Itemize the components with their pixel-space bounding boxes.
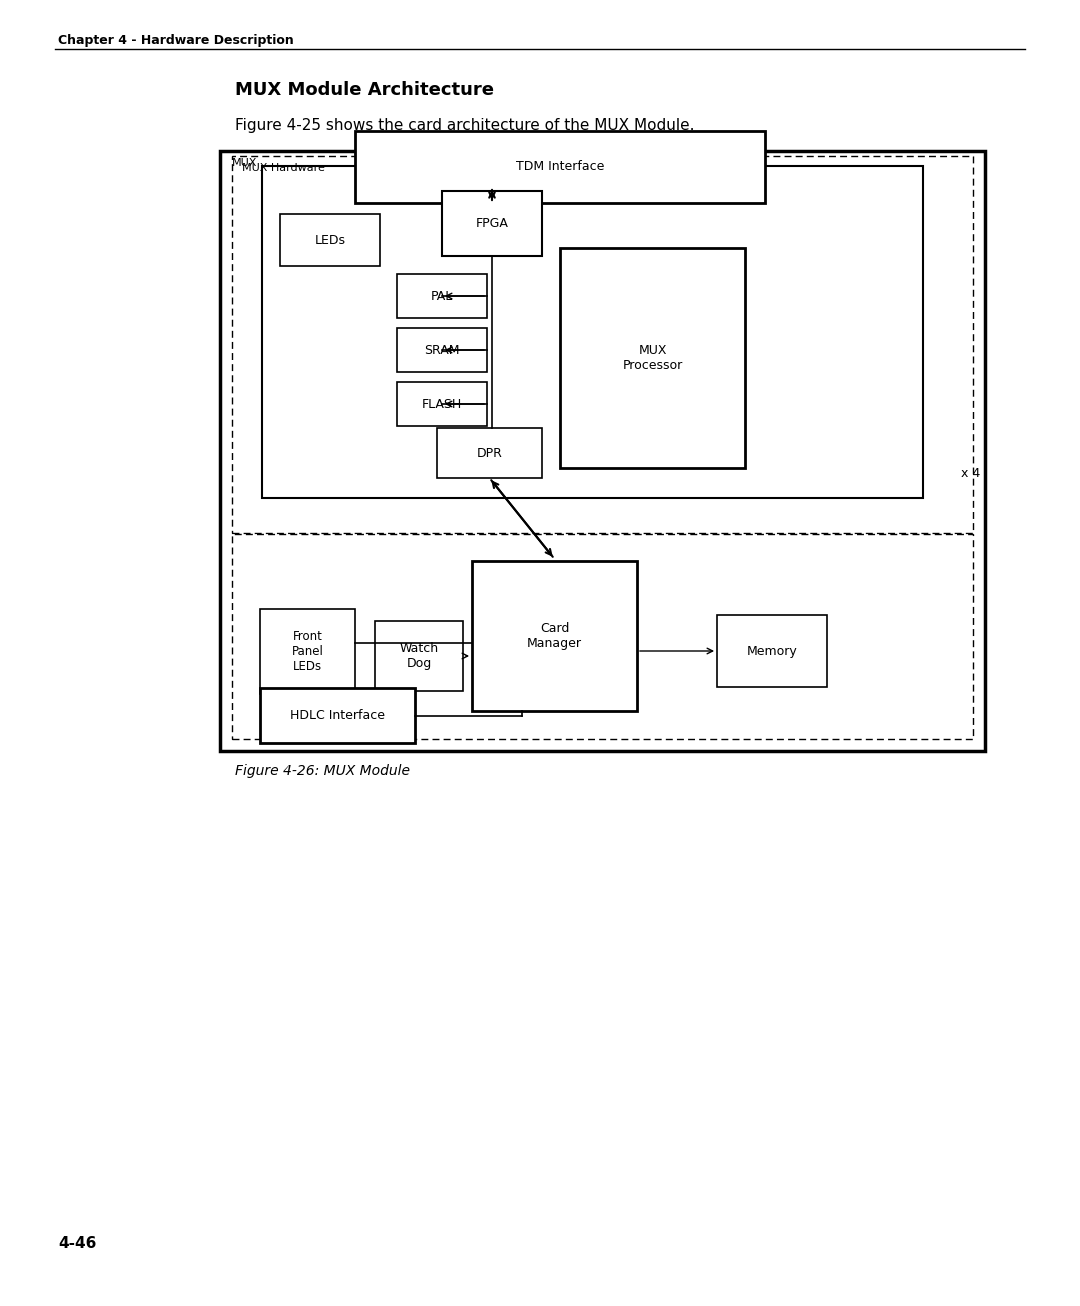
Bar <box>270 170 931 502</box>
Bar <box>717 615 827 687</box>
Bar <box>355 131 765 202</box>
Bar <box>262 166 923 498</box>
Bar <box>472 562 637 710</box>
Text: FPGA: FPGA <box>475 217 509 230</box>
Text: DPR: DPR <box>476 447 502 460</box>
Text: Chapter 4 - Hardware Description: Chapter 4 - Hardware Description <box>58 34 294 47</box>
Bar <box>442 191 542 256</box>
Bar <box>232 534 973 739</box>
Text: MUX Module Architecture: MUX Module Architecture <box>235 81 494 99</box>
Bar <box>397 274 487 317</box>
Text: FLASH: FLASH <box>422 397 462 410</box>
Bar <box>220 151 985 751</box>
Text: Watch
Dog: Watch Dog <box>400 643 438 670</box>
Text: Figure 4-26: MUX Module: Figure 4-26: MUX Module <box>235 764 410 778</box>
Text: TDM Interface: TDM Interface <box>516 161 604 174</box>
Bar <box>397 328 487 372</box>
Bar <box>280 214 380 266</box>
Text: x 4: x 4 <box>961 466 981 479</box>
Text: MUX: MUX <box>232 158 257 168</box>
Text: LEDs: LEDs <box>314 234 346 247</box>
Text: Memory: Memory <box>746 644 797 657</box>
Text: 4-46: 4-46 <box>58 1235 96 1251</box>
Text: Front
Panel
LEDs: Front Panel LEDs <box>292 629 323 673</box>
Text: MUX
Processor: MUX Processor <box>622 343 683 372</box>
Text: SRAM: SRAM <box>424 343 460 357</box>
Text: Card
Manager: Card Manager <box>527 622 582 650</box>
Bar <box>260 688 415 743</box>
Bar <box>278 174 939 505</box>
Bar <box>375 620 463 691</box>
Bar <box>286 178 947 511</box>
Text: PAL: PAL <box>431 290 454 303</box>
Bar <box>397 381 487 426</box>
Text: Figure 4-25 shows the card architecture of the MUX Module.: Figure 4-25 shows the card architecture … <box>235 118 694 133</box>
Text: HDLC Interface: HDLC Interface <box>291 709 384 722</box>
Text: MUX Hardware: MUX Hardware <box>242 163 325 172</box>
Bar <box>232 155 973 533</box>
Bar <box>437 428 542 478</box>
Bar <box>561 248 745 468</box>
Bar <box>260 609 355 693</box>
